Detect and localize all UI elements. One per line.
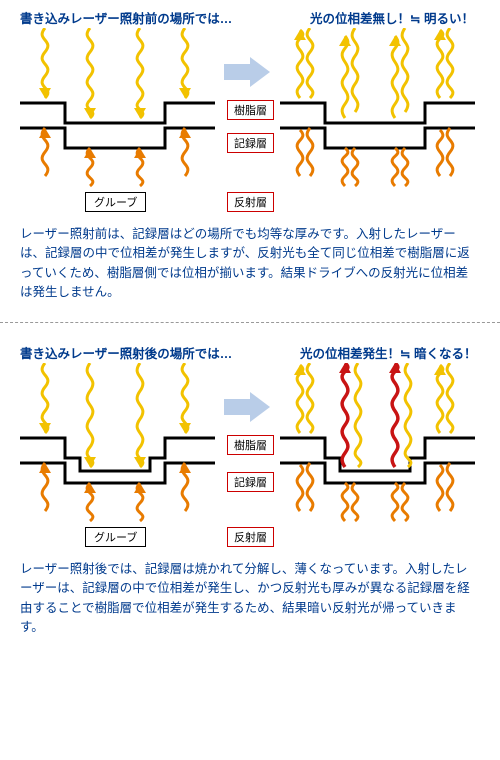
section-before: 書き込みレーザー照射前の場所では… 光の位相差無し！≒ 明るい！ [0, 0, 500, 380]
label-reflect-2: 反射層 [227, 527, 274, 547]
section-after: 書き込みレーザー照射後の場所では… 光の位相差発生！≒ 暗くなる！ [0, 335, 500, 715]
diagram-left-1 [20, 28, 215, 193]
label-record-2: 記録層 [227, 472, 274, 492]
label-group-2: グルーブ [85, 527, 146, 547]
big-arrow-2 [222, 390, 272, 424]
heading-right-1: 光の位相差無し！≒ 明るい！ [310, 8, 474, 27]
heading-left-1: 書き込みレーザー照射前の場所では… [20, 8, 232, 27]
label-record-1: 記録層 [227, 133, 274, 153]
label-reflect-1: 反射層 [227, 192, 274, 212]
diagram-left-2 [20, 363, 215, 528]
heading-right-2: 光の位相差発生！≒ 暗くなる！ [300, 343, 476, 362]
label-resin-2: 樹脂層 [227, 435, 274, 455]
divider [0, 322, 500, 323]
label-group-1: グルーブ [85, 192, 146, 212]
paragraph-1: レーザー照射前は、記録層はどの場所でも均等な厚みです。入射したレーザーは、記録層… [0, 225, 500, 303]
heading-left-2: 書き込みレーザー照射後の場所では… [20, 343, 232, 362]
big-arrow-1 [222, 55, 272, 89]
diagram-right-1 [280, 28, 475, 193]
paragraph-2: レーザー照射後では、記録層は焼かれて分解し、薄くなっています。入射したレーザーは… [0, 560, 500, 638]
label-resin-1: 樹脂層 [227, 100, 274, 120]
diagram-right-2 [280, 363, 475, 528]
